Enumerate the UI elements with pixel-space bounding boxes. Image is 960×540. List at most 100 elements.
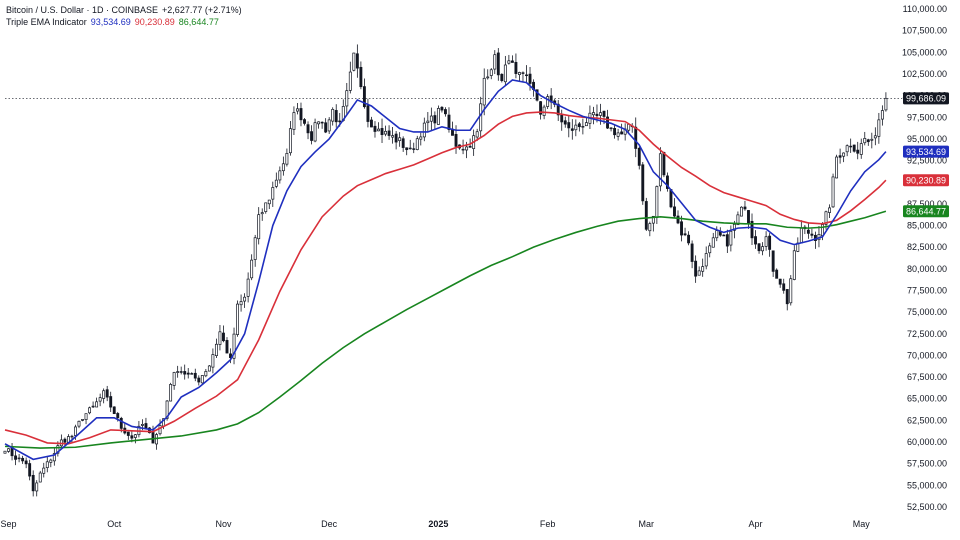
x-tick-label: Feb (540, 519, 556, 529)
candle (197, 375, 201, 386)
candle (560, 109, 564, 131)
candle (320, 121, 324, 129)
candle (856, 141, 860, 160)
candle (648, 221, 652, 237)
candle (366, 98, 370, 128)
candle (370, 116, 373, 128)
candle (377, 122, 380, 132)
candle (866, 138, 870, 146)
candle (324, 118, 328, 134)
candle (637, 146, 641, 170)
candle (518, 71, 521, 82)
candle (806, 222, 810, 239)
price-tags: 99,686.09 93,534.69 90,230.89 86,644.77 (903, 92, 949, 218)
candle (246, 272, 250, 303)
candle (17, 453, 21, 463)
candle (680, 215, 683, 242)
candle (574, 119, 578, 137)
ema-slow-value: 86,644.77 (178, 17, 219, 27)
candle (634, 117, 638, 158)
ema-slow-line (4, 210, 887, 449)
candle (563, 116, 567, 128)
candle (207, 365, 211, 372)
candle (468, 138, 472, 148)
candle (384, 125, 387, 137)
candle (288, 120, 292, 156)
candle (556, 100, 560, 121)
y-tick-label: 97,500.00 (907, 112, 947, 122)
candle (81, 419, 84, 422)
candle (697, 266, 701, 276)
candle (296, 102, 299, 115)
candle (28, 459, 32, 481)
candle (274, 172, 278, 189)
candle (292, 106, 296, 135)
candle (803, 224, 807, 235)
candle (764, 231, 768, 251)
candle (412, 142, 416, 154)
candle (281, 156, 285, 176)
candle (243, 293, 247, 308)
y-tick-label: 72,500.00 (907, 329, 947, 339)
candle (486, 69, 490, 80)
price-tag-label: 90,230.89 (906, 175, 946, 185)
candle (77, 420, 81, 429)
candle (176, 365, 180, 378)
candle (831, 173, 835, 208)
candle (549, 88, 553, 110)
candle (775, 268, 779, 279)
candle (546, 94, 550, 110)
symbol-row[interactable]: Bitcoin / U.S. Dollar · 1D · COINBASE +2,… (6, 4, 242, 16)
candle (183, 364, 187, 380)
candle (105, 385, 109, 402)
y-tick-label: 85,000.00 (907, 221, 947, 231)
candle (722, 234, 726, 237)
y-tick-label: 82,500.00 (907, 242, 947, 252)
candle (419, 132, 423, 146)
x-tick-label: Dec (321, 519, 338, 529)
indicator-name: Triple EMA Indicator (6, 17, 87, 27)
x-tick-label: Mar (639, 519, 655, 529)
candle (687, 231, 691, 246)
candle (408, 139, 412, 150)
candle (500, 73, 504, 83)
candle (665, 172, 669, 192)
candle (514, 53, 518, 79)
candle (799, 220, 803, 244)
candle (257, 207, 261, 245)
candle (303, 117, 306, 126)
candle (761, 242, 765, 256)
candle (838, 148, 842, 164)
candle (204, 368, 208, 378)
candle (461, 139, 465, 155)
candle (126, 431, 130, 440)
candle (232, 327, 236, 365)
candle (405, 147, 409, 156)
candle (285, 148, 289, 167)
candle (609, 127, 613, 132)
x-tick-label: Nov (215, 519, 232, 529)
candle (581, 118, 585, 135)
candle (306, 121, 310, 140)
candle (327, 117, 331, 134)
indicator-row[interactable]: Triple EMA Indicator 93,534.69 90,230.89 86… (6, 16, 242, 28)
y-tick-label: 75,000.00 (907, 307, 947, 317)
y-tick-label: 65,000.00 (907, 394, 947, 404)
candle (190, 372, 194, 375)
y-tick-label: 92,500.00 (907, 156, 947, 166)
candle (123, 422, 127, 435)
price-change: +2,627.77 (+2.71%) (162, 5, 242, 15)
y-tick-label: 60,000.00 (907, 437, 947, 447)
y-tick-label: 55,000.00 (907, 480, 947, 490)
candle (507, 54, 511, 65)
candle (694, 255, 698, 283)
candle (641, 162, 645, 205)
candle (14, 450, 18, 466)
candle (623, 123, 627, 141)
y-tick-label: 67,500.00 (907, 372, 947, 382)
candle (334, 104, 338, 128)
x-tick-label: Sep (1, 519, 17, 529)
candle (701, 258, 705, 277)
x-axis-tick-labels: Sep Oct Nov Dec 2025 Feb Mar Apr May (1, 519, 871, 529)
